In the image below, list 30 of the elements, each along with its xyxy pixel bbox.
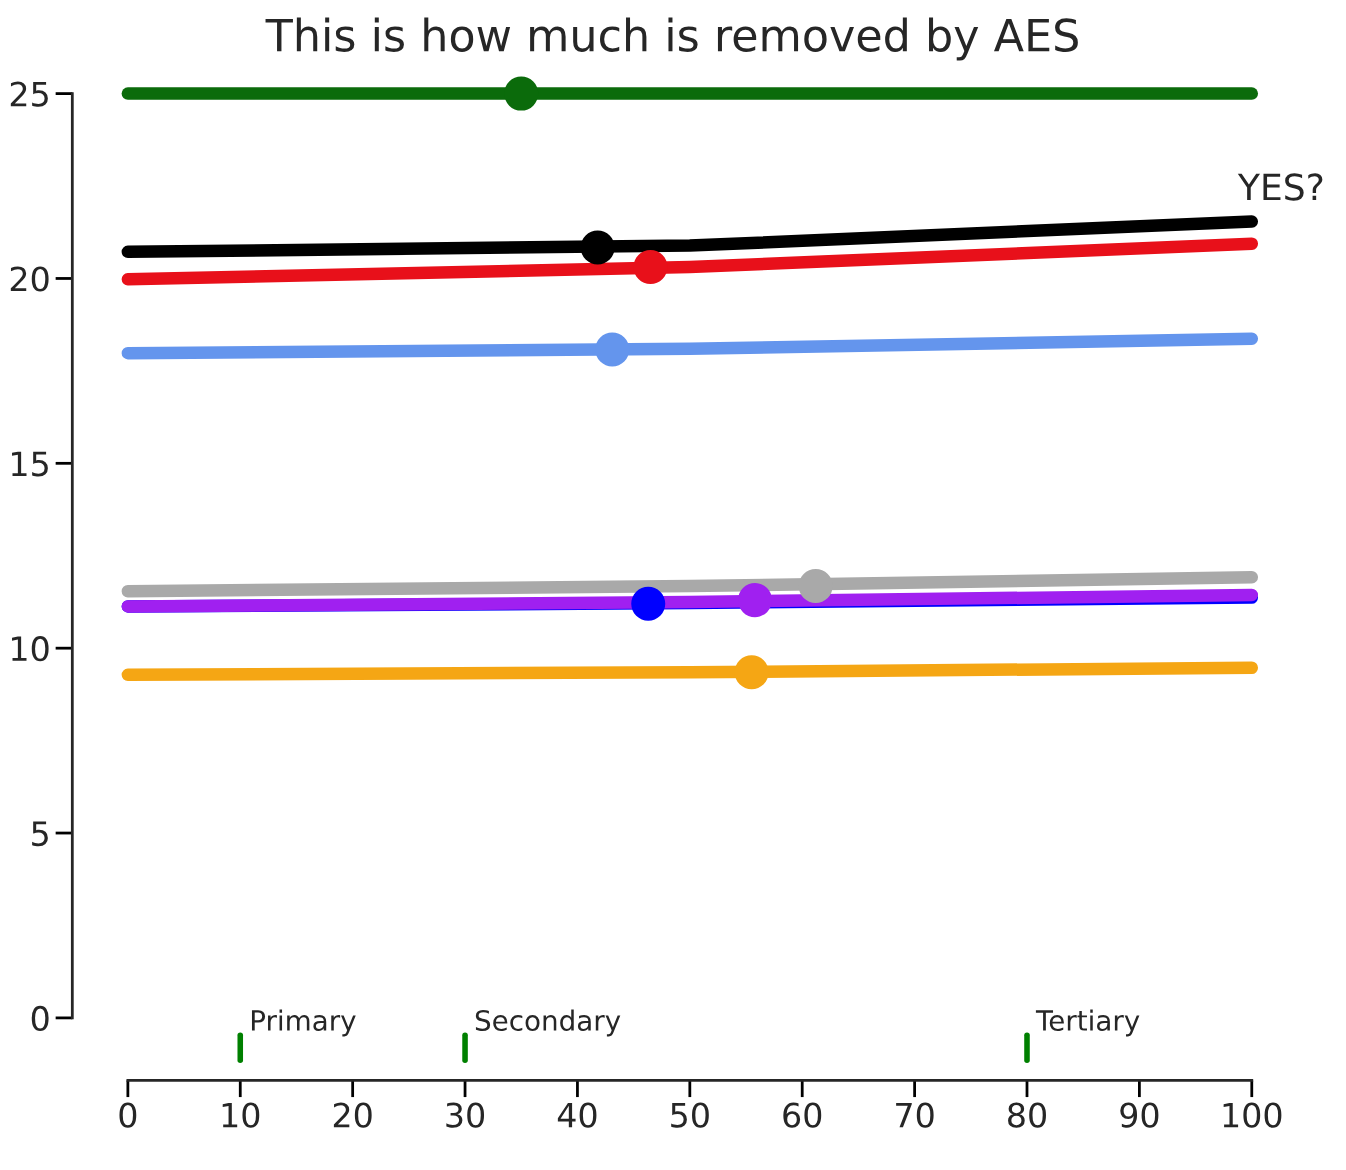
x-tick-label: 50 <box>671 1102 709 1128</box>
ref-line-label: Primary <box>251 1009 356 1037</box>
x-tick-label: 90 <box>1120 1102 1159 1128</box>
annotation: YES? <box>1237 173 1323 201</box>
x-tick-label: 60 <box>783 1102 822 1128</box>
point <box>631 586 666 621</box>
point <box>580 230 615 265</box>
point <box>595 332 630 367</box>
y-tick-label: 10 <box>12 636 49 662</box>
point <box>504 76 539 111</box>
point <box>798 569 833 604</box>
x-tick-label: 10 <box>222 1102 260 1128</box>
ref-line-label: Secondary <box>475 1009 621 1037</box>
chart-title: This is how much is removed by AES <box>265 17 1078 61</box>
x-tick-label: 40 <box>557 1102 597 1128</box>
y-tick-label: 20 <box>10 266 49 292</box>
x-tick-label: 20 <box>333 1102 372 1128</box>
x-tick-label: 80 <box>1008 1102 1046 1128</box>
ref-line-label: Tertiary <box>1035 1009 1140 1037</box>
y-tick-label: 25 <box>10 81 48 107</box>
y-tick-label: 0 <box>31 1005 49 1032</box>
x-tick-label: 100 <box>1223 1102 1282 1128</box>
point <box>738 583 773 618</box>
x-tick-label: 30 <box>446 1102 485 1128</box>
y-tick-label: 15 <box>12 451 48 477</box>
y-tick-label: 5 <box>32 821 48 847</box>
x-tick-label: 0 <box>119 1102 137 1128</box>
point <box>734 655 769 690</box>
point <box>633 249 668 285</box>
x-tick-label: 70 <box>896 1102 934 1128</box>
